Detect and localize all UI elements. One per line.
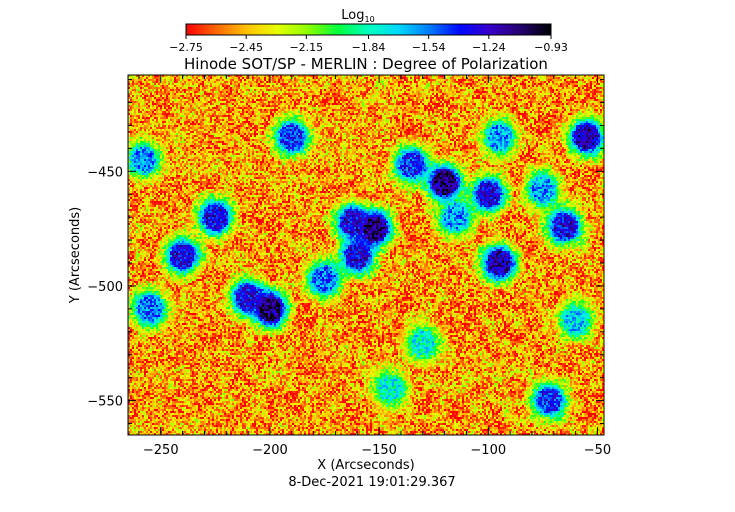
x-tick-label: −250 <box>143 443 179 458</box>
x-axis-label: X (Arcseconds) <box>317 458 414 473</box>
colorbar-gradient <box>186 24 551 35</box>
colorbar: Log10 −2.75 −2.45 −2.15 −1.84 −1.54 −1.24 −0.9… <box>169 8 568 54</box>
y-axis-label: Y (Arcseconds) <box>68 207 83 304</box>
colorbar-tick-label: −2.15 <box>289 41 323 54</box>
x-tick-label: −100 <box>470 443 506 458</box>
colorbar-label-main: Log <box>341 8 364 23</box>
colorbar-label: Log10 <box>341 8 374 24</box>
x-tick-label: −200 <box>252 443 288 458</box>
timestamp: 8-Dec-2021 19:01:29.367 <box>288 475 455 490</box>
colorbar-tick-label: −0.93 <box>534 41 568 54</box>
x-tick-label: −50 <box>584 443 611 458</box>
colorbar-tick-label: −2.45 <box>229 41 263 54</box>
x-tick-label: −150 <box>361 443 397 458</box>
y-tick-label: −500 <box>87 280 123 295</box>
colorbar-tick-label: −1.84 <box>352 41 386 54</box>
colorbar-tick-label: −1.54 <box>412 41 446 54</box>
chart-title: Hinode SOT/SP - MERLIN : Degree of Polar… <box>184 55 548 73</box>
y-tick-label: −550 <box>87 395 123 410</box>
plot-frame <box>127 74 605 436</box>
colorbar-ticks: −2.75 −2.45 −2.15 −1.84 −1.54 −1.24 −0.93 <box>169 35 568 54</box>
colorbar-label-subscript: 10 <box>365 15 375 24</box>
y-tick-label: −450 <box>87 165 123 180</box>
colorbar-tick-label: −1.24 <box>472 41 506 54</box>
axis-ticks: −250 −200 −150 −100 −50 −450 −500 −550 <box>87 75 611 458</box>
polarization-heatmap <box>128 75 604 435</box>
colorbar-tick-label: −2.75 <box>169 41 203 54</box>
